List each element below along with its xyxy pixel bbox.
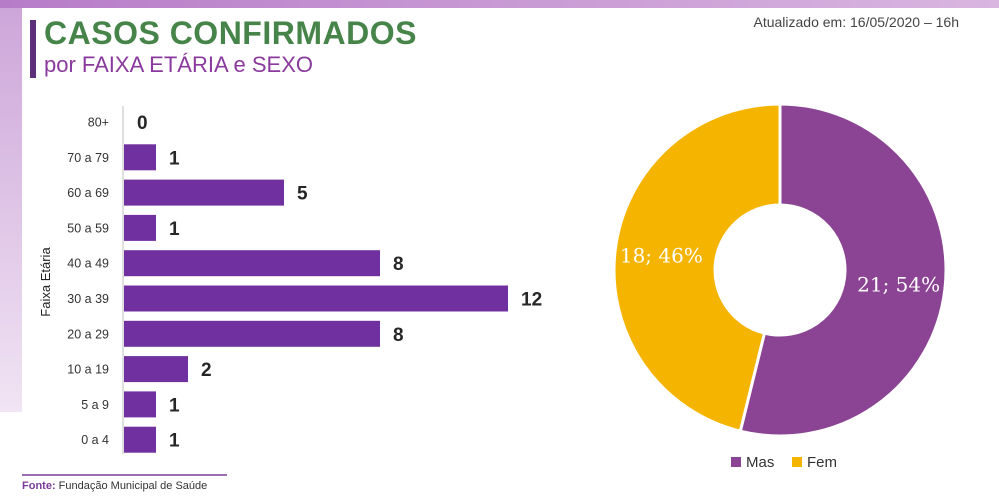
- bar-value-label: 1: [169, 148, 180, 169]
- donut-slice: [738, 102, 948, 438]
- bar-value-label: 1: [169, 431, 180, 452]
- bar-category-label: 10 a 19: [67, 363, 109, 377]
- bar-category-label: 30 a 39: [67, 292, 109, 306]
- bar: [124, 426, 156, 453]
- bar-category-label: 20 a 29: [67, 327, 109, 341]
- bar-value-label: 2: [201, 360, 212, 381]
- donut-legend: Mas Fem: [731, 454, 837, 471]
- bar-value-label: 8: [393, 325, 404, 346]
- bar-category-label: 0 a 4: [81, 433, 109, 447]
- bar-value-label: 1: [169, 219, 180, 240]
- bar: [124, 285, 508, 312]
- bar-chart-ylabel: Faixa Etária: [38, 247, 53, 317]
- legend-label: Mas: [746, 454, 774, 471]
- legend-label: Fem: [807, 454, 837, 471]
- bar: [124, 320, 380, 347]
- donut-slice: [612, 102, 782, 433]
- bar-value-label: 1: [169, 395, 180, 416]
- bar: [124, 250, 380, 277]
- source-divider: [22, 474, 227, 476]
- source-label: Fonte:: [22, 480, 56, 492]
- legend-swatch: [792, 457, 802, 467]
- bar-value-label: 12: [521, 290, 542, 311]
- top-band: [0, 0, 999, 8]
- bar-category-label: 70 a 79: [67, 151, 109, 165]
- age-bar-chart: Faixa Etária 80+ 0 70 a 79 1 60 a 69 5 50 a 59…: [38, 106, 542, 454]
- bar-category-label: 40 a 49: [67, 257, 109, 271]
- source-text: Fundação Municipal de Saúde: [58, 480, 208, 492]
- sex-donut-chart: 21; 54% 18; 46%: [612, 102, 948, 438]
- bar-value-label: 5: [297, 184, 308, 205]
- left-decor-rail: [0, 8, 22, 412]
- title-accent-bar: [30, 20, 36, 78]
- updated-timestamp: Atualizado em: 16/05/2020 – 16h: [753, 14, 960, 30]
- bar: [124, 356, 188, 383]
- bar-category-label: 60 a 69: [67, 186, 109, 200]
- donut-slice-label: 18; 46%: [620, 244, 703, 268]
- bar: [124, 179, 284, 206]
- bar-value-label: 0: [137, 113, 148, 134]
- bar-category-label: 50 a 59: [67, 221, 109, 235]
- bar-value-label: 8: [393, 254, 404, 275]
- bar: [124, 214, 156, 241]
- source-note: Fonte: Fundação Municipal de Saúde: [22, 480, 207, 492]
- donut-slice-label: 21; 54%: [857, 272, 940, 296]
- page-subtitle: por FAIXA ETÁRIA e SEXO: [44, 52, 314, 77]
- bar: [124, 391, 156, 418]
- legend-swatch: [731, 457, 741, 467]
- bar: [124, 144, 156, 171]
- bar-category-label: 80+: [88, 116, 109, 130]
- page-title: CASOS CONFIRMADOS: [44, 15, 417, 51]
- bar-category-label: 5 a 9: [81, 398, 109, 412]
